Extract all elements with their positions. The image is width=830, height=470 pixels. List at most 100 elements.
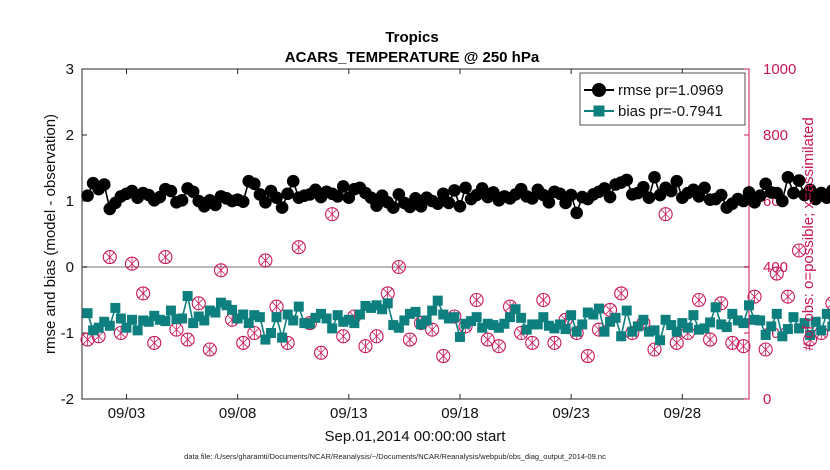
rmse-point <box>453 199 467 213</box>
bias-point <box>93 322 104 333</box>
bias-point <box>799 318 810 329</box>
bias-point <box>249 310 260 321</box>
rmse-point <box>459 181 472 195</box>
obs-count-point <box>536 292 551 308</box>
x-axis: 09/03 09/08 09/13 09/18 09/23 09/28 <box>108 69 701 422</box>
bias-point <box>771 308 782 319</box>
obs-count-point <box>736 339 751 354</box>
bias-point <box>721 322 732 333</box>
bias-point <box>343 314 354 325</box>
obs-count-point <box>491 339 506 354</box>
bias-point <box>416 319 427 330</box>
rmse-point <box>436 187 450 201</box>
rmse-point <box>753 189 767 203</box>
bias-point <box>177 313 188 324</box>
rmse-point <box>637 180 650 194</box>
rmse-point <box>826 184 830 197</box>
bias-point <box>316 308 327 319</box>
bias-point <box>288 315 299 326</box>
bias-point <box>138 315 149 326</box>
obs-count-point <box>425 322 440 337</box>
bias-point <box>227 304 238 315</box>
obs-count-point <box>725 335 740 350</box>
bias-point <box>149 310 160 321</box>
rmse-point <box>286 174 300 188</box>
y-tick-label-left: 2 <box>66 127 74 144</box>
obs-count-point <box>336 329 351 344</box>
bias-point <box>538 312 549 323</box>
obs-count-point <box>703 332 718 347</box>
bias-point <box>232 313 243 324</box>
bias-point <box>794 323 805 334</box>
bias-point <box>782 324 793 335</box>
rmse-point <box>448 184 461 197</box>
bias-point <box>777 331 788 342</box>
bias-point <box>265 328 276 338</box>
obs-count-point <box>480 332 495 347</box>
bias-point <box>582 307 593 318</box>
obs-count-point <box>124 256 140 271</box>
rmse-point <box>714 188 728 202</box>
bias-point <box>827 321 830 332</box>
legend: rmse pr=1.0969 bias pr=-0.7941 <box>579 72 746 126</box>
bias-point <box>199 315 210 326</box>
bias-point <box>82 308 93 319</box>
bias-point <box>443 313 454 324</box>
bias-point <box>627 326 638 337</box>
y-tick-label-right: 1000 <box>763 61 796 78</box>
bias-point <box>460 318 471 329</box>
bias-point <box>271 312 282 323</box>
rmse-point <box>664 184 678 198</box>
legend-bias-marker <box>593 105 605 117</box>
obs-count-point <box>469 292 484 308</box>
rmse-point <box>336 180 350 193</box>
bias-point <box>293 301 304 312</box>
obs-count-point <box>369 329 384 344</box>
bias-point <box>471 312 482 323</box>
x-tick-label: 09/28 <box>664 405 702 422</box>
rmse-point <box>564 188 578 202</box>
rmse-point <box>175 194 189 207</box>
bias-point <box>171 314 182 325</box>
legend-bias-label: bias pr=-0.7941 <box>618 103 723 120</box>
rmse-point <box>386 201 400 214</box>
bias-point <box>816 325 827 336</box>
bias-point <box>638 314 649 325</box>
rmse-point <box>670 174 684 188</box>
rmse-point <box>792 174 806 187</box>
bias-point <box>732 315 743 326</box>
bias-point <box>477 322 488 333</box>
bias-point <box>99 316 110 327</box>
bias-point <box>543 320 554 331</box>
bias-point <box>204 305 215 316</box>
bias-point <box>727 308 738 319</box>
rmse-point <box>281 187 294 201</box>
obs-count-point <box>647 342 662 357</box>
rmse-point <box>259 196 272 209</box>
bias-point <box>466 316 477 327</box>
x-tick-label: 09/13 <box>330 405 368 422</box>
rmse-point <box>186 185 200 199</box>
bias-point <box>616 331 627 342</box>
y-tick-label-right: 800 <box>763 127 788 144</box>
bias-point <box>371 300 382 311</box>
bias-point <box>788 312 799 323</box>
y-tick-label-left: -1 <box>61 325 74 342</box>
bias-point <box>277 332 288 343</box>
obs-count-point <box>236 335 251 350</box>
bias-point <box>488 320 499 331</box>
bias-point <box>649 325 660 336</box>
bias-point <box>215 297 226 308</box>
obs-count-point <box>658 207 673 222</box>
obs-count-point <box>258 253 273 268</box>
rmse-point <box>803 183 817 197</box>
bias-point <box>338 316 349 327</box>
obs-count-point <box>614 286 629 301</box>
bias-point <box>132 325 143 336</box>
rmse-point <box>81 189 94 203</box>
obs-count-point <box>525 335 540 350</box>
obs-count-point <box>191 296 206 311</box>
bias-point <box>566 310 577 321</box>
bias-point <box>821 308 830 319</box>
